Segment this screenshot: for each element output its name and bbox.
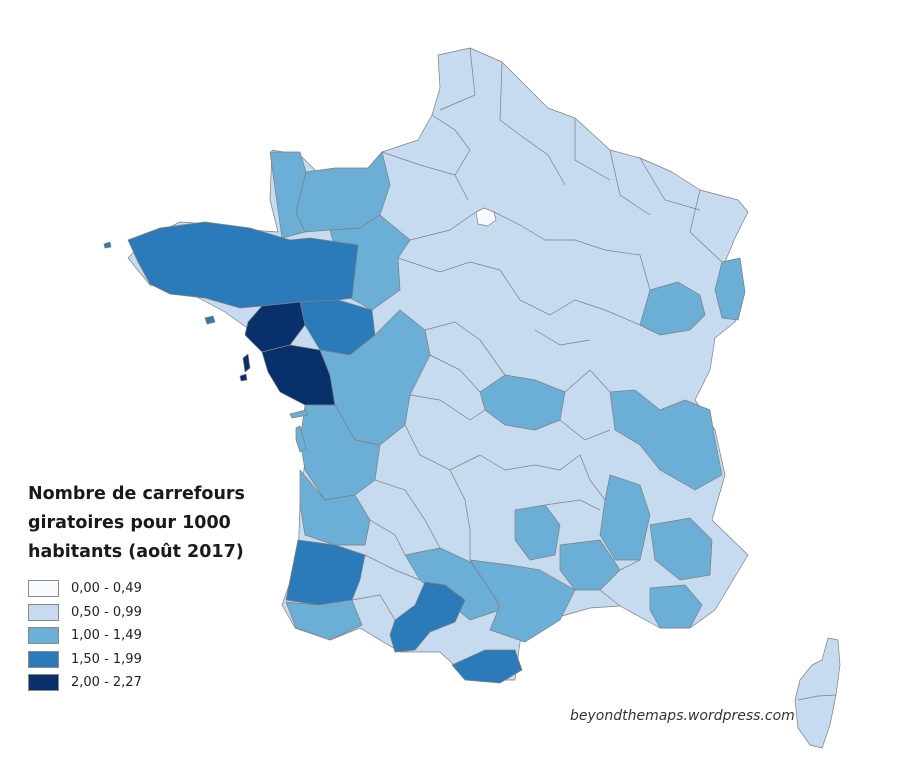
corsica <box>794 637 841 749</box>
legend-swatch <box>28 674 59 692</box>
legend-swatch <box>28 627 59 645</box>
legend-swatch <box>28 603 59 621</box>
island-ouessant <box>103 241 112 249</box>
dept-hautes-alpes <box>649 517 713 581</box>
legend-title-line-2: giratoires pour 1000 <box>28 513 231 533</box>
dept-haut-rhin <box>714 257 746 321</box>
legend-swatch <box>28 650 59 668</box>
legend-title-line-1: Nombre de carrefours <box>28 484 245 504</box>
dept-isere-drome <box>599 474 651 561</box>
legend: Nombre de carrefours giratoires pour 100… <box>28 480 268 695</box>
dept-pyrenees-atlantiques <box>285 599 363 641</box>
legend-item: 0,00 - 0,49 <box>28 577 268 601</box>
dept-pyrenees-orientales <box>451 649 523 684</box>
legend-item: 2,00 - 2,27 <box>28 671 268 695</box>
island-noirmoutier <box>242 353 251 373</box>
department-borders <box>351 47 723 621</box>
island-re <box>289 409 309 419</box>
dept-landes <box>285 539 366 606</box>
dept-doubs <box>639 281 706 336</box>
legend-label: 0,50 - 0,99 <box>71 604 142 620</box>
legend-title: Nombre de carrefours giratoires pour 100… <box>28 480 268 567</box>
legend-label: 2,00 - 2,27 <box>71 675 142 691</box>
legend-swatch <box>28 580 59 598</box>
legend-rows: 0,00 - 0,49 0,50 - 0,99 1,00 - 1,49 1,50 - … <box>28 577 268 695</box>
legend-item: 1,50 - 1,99 <box>28 648 268 672</box>
corsica-border <box>797 694 837 701</box>
dept-gironde <box>299 469 371 546</box>
legend-title-line-3: habitants (août 2017) <box>28 542 244 562</box>
dept-loire-atlantique <box>244 301 306 353</box>
island-belle-ile <box>204 315 216 325</box>
island-yeu <box>239 373 248 382</box>
dept-charente <box>299 404 381 501</box>
dept-ain-savoie <box>609 389 723 491</box>
dept-paris-petite-couronne <box>475 207 497 227</box>
legend-label: 0,00 - 0,49 <box>71 581 142 597</box>
dept-aude-herault <box>469 559 576 643</box>
legend-label: 1,00 - 1,49 <box>71 628 142 644</box>
dept-var <box>649 584 703 629</box>
dept-haute-garonne <box>389 581 466 653</box>
legend-item: 0,50 - 0,99 <box>28 601 268 625</box>
legend-item: 1,00 - 1,49 <box>28 624 268 648</box>
credit-text: beyondthemaps.wordpress.com <box>570 708 795 724</box>
legend-label: 1,50 - 1,99 <box>71 651 142 667</box>
island-oleron <box>295 425 307 453</box>
